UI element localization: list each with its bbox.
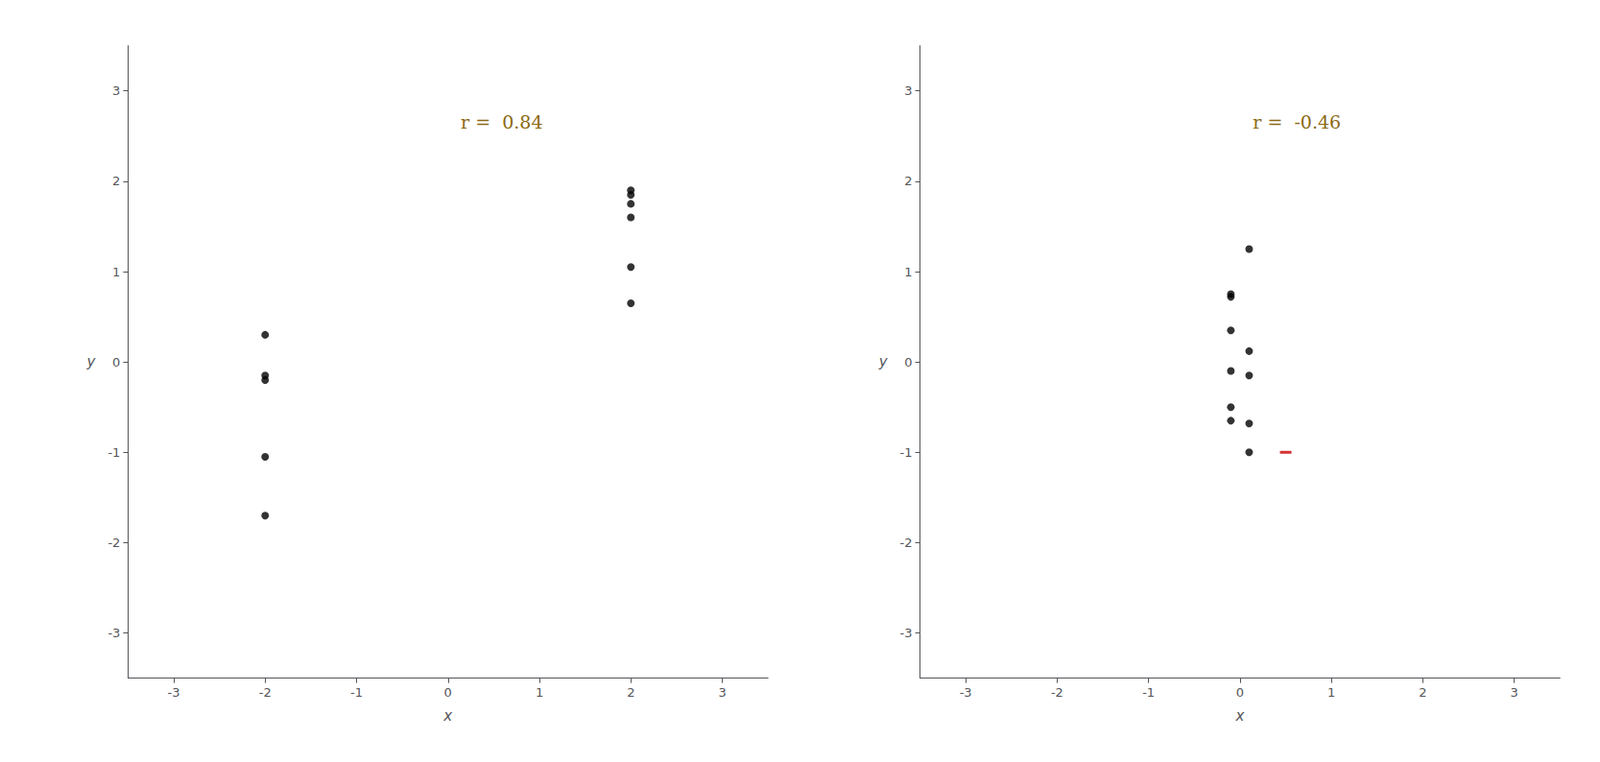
- svg-text:-2: -2: [107, 535, 120, 550]
- svg-text:-2: -2: [1050, 685, 1064, 700]
- svg-text:-1: -1: [350, 685, 363, 700]
- svg-text:r = 0.84: r = 0.84: [460, 111, 543, 133]
- svg-text:3: 3: [717, 685, 726, 700]
- svg-text:2: 2: [112, 173, 120, 189]
- svg-text:3: 3: [1510, 685, 1519, 700]
- svg-text:-1: -1: [900, 445, 913, 460]
- svg-text:0: 0: [444, 685, 453, 700]
- svg-text:0: 0: [1236, 685, 1244, 700]
- svg-text:x: x: [442, 707, 453, 725]
- svg-text:r = -0.46: r = -0.46: [1252, 111, 1341, 133]
- svg-text:0: 0: [112, 355, 120, 370]
- svg-text:3: 3: [112, 83, 120, 98]
- svg-text:-3: -3: [167, 685, 181, 700]
- svg-text:y: y: [85, 353, 96, 371]
- svg-text:3: 3: [904, 83, 912, 98]
- svg-text:1: 1: [904, 264, 912, 280]
- svg-text:1: 1: [1327, 685, 1336, 700]
- svg-text:x: x: [1234, 707, 1244, 725]
- svg-text:2: 2: [904, 173, 912, 189]
- svg-text:-3: -3: [959, 685, 973, 700]
- svg-text:2: 2: [626, 685, 635, 700]
- svg-text:-1: -1: [107, 445, 120, 460]
- svg-text:-3: -3: [900, 625, 913, 641]
- svg-text:-2: -2: [259, 685, 272, 700]
- svg-text:-1: -1: [1142, 685, 1155, 700]
- svg-text:2: 2: [1418, 685, 1427, 700]
- svg-text:1: 1: [112, 264, 120, 280]
- svg-text:0: 0: [904, 355, 912, 370]
- svg-text:y: y: [878, 353, 889, 371]
- svg-text:-3: -3: [107, 625, 120, 641]
- svg-text:1: 1: [535, 685, 544, 700]
- svg-text:-2: -2: [900, 535, 913, 550]
